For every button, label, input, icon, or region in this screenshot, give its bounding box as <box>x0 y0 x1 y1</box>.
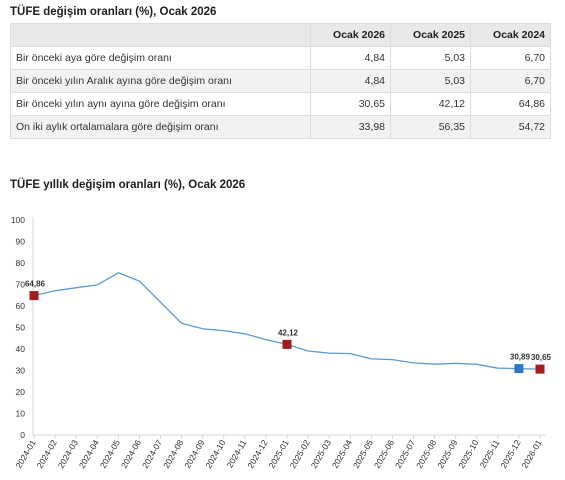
table-row: Bir önceki yılın aynı ayına göre değişim… <box>10 92 551 116</box>
y-tick-label: 0 <box>20 430 25 440</box>
y-tick-label: 10 <box>16 409 26 419</box>
y-tick-label: 60 <box>16 301 26 311</box>
row-label: Bir önceki yılın Aralık ayına göre değiş… <box>10 69 311 93</box>
y-tick-label: 100 <box>11 215 25 225</box>
data-point-marker <box>29 291 39 301</box>
cpi-change-table: Ocak 2026 Ocak 2025 Ocak 2024 Bir önceki… <box>10 23 551 139</box>
y-tick-label: 30 <box>16 366 26 376</box>
y-tick-label: 80 <box>16 258 26 268</box>
table-header-row: Ocak 2026 Ocak 2025 Ocak 2024 <box>10 23 551 47</box>
x-tick-label: 2026-01 <box>519 438 543 470</box>
value-cell: 5,03 <box>390 69 471 93</box>
annual-cpi-line-chart: 01020304050607080901002024-012024-022024… <box>11 215 552 470</box>
value-cell: 6,70 <box>470 69 551 93</box>
value-cell: 33,98 <box>310 115 391 139</box>
table-row: Bir önceki yılın Aralık ayına göre değiş… <box>10 69 551 93</box>
value-cell: 64,86 <box>470 92 551 116</box>
value-cell: 5,03 <box>390 46 471 70</box>
data-label: 64,86 <box>25 280 46 289</box>
data-point-marker <box>535 364 545 374</box>
series-line <box>33 272 541 370</box>
y-tick-label: 70 <box>16 280 26 290</box>
chart-title: TÜFE yıllık değişim oranları (%), Ocak 2… <box>10 179 246 191</box>
row-label: Bir önceki yılın aynı ayına göre değişim… <box>10 92 311 116</box>
column-header-ocak-2024: Ocak 2024 <box>470 23 551 47</box>
value-cell: 6,70 <box>470 46 551 70</box>
table-title: TÜFE değişim oranları (%), Ocak 2026 <box>10 6 217 18</box>
data-point-marker <box>514 364 524 374</box>
value-cell: 56,35 <box>390 115 471 139</box>
header-empty-cell <box>10 23 311 47</box>
row-label: Bir önceki aya göre değişim oranı <box>10 46 311 70</box>
column-header-ocak-2025: Ocak 2025 <box>390 23 471 47</box>
data-label: 30,65 <box>531 353 552 362</box>
y-tick-label: 90 <box>16 237 26 247</box>
value-cell: 4,84 <box>310 69 391 93</box>
data-point-marker <box>282 339 292 349</box>
table-row: On iki aylık ortalamalara göre değişim o… <box>10 115 551 139</box>
data-label: 42,12 <box>278 328 299 337</box>
table-row: Bir önceki aya göre değişim oranı 4,84 5… <box>10 46 551 70</box>
column-header-ocak-2026: Ocak 2026 <box>310 23 391 47</box>
row-label: On iki aylık ortalamalara göre değişim o… <box>10 115 311 139</box>
value-cell: 54,72 <box>470 115 551 139</box>
value-cell: 42,12 <box>390 92 471 116</box>
value-cell: 30,65 <box>310 92 391 116</box>
y-tick-label: 20 <box>16 387 26 397</box>
value-cell: 4,84 <box>310 46 391 70</box>
y-tick-label: 40 <box>16 344 26 354</box>
y-tick-label: 50 <box>16 323 26 333</box>
data-label: 30,89 <box>510 353 531 362</box>
